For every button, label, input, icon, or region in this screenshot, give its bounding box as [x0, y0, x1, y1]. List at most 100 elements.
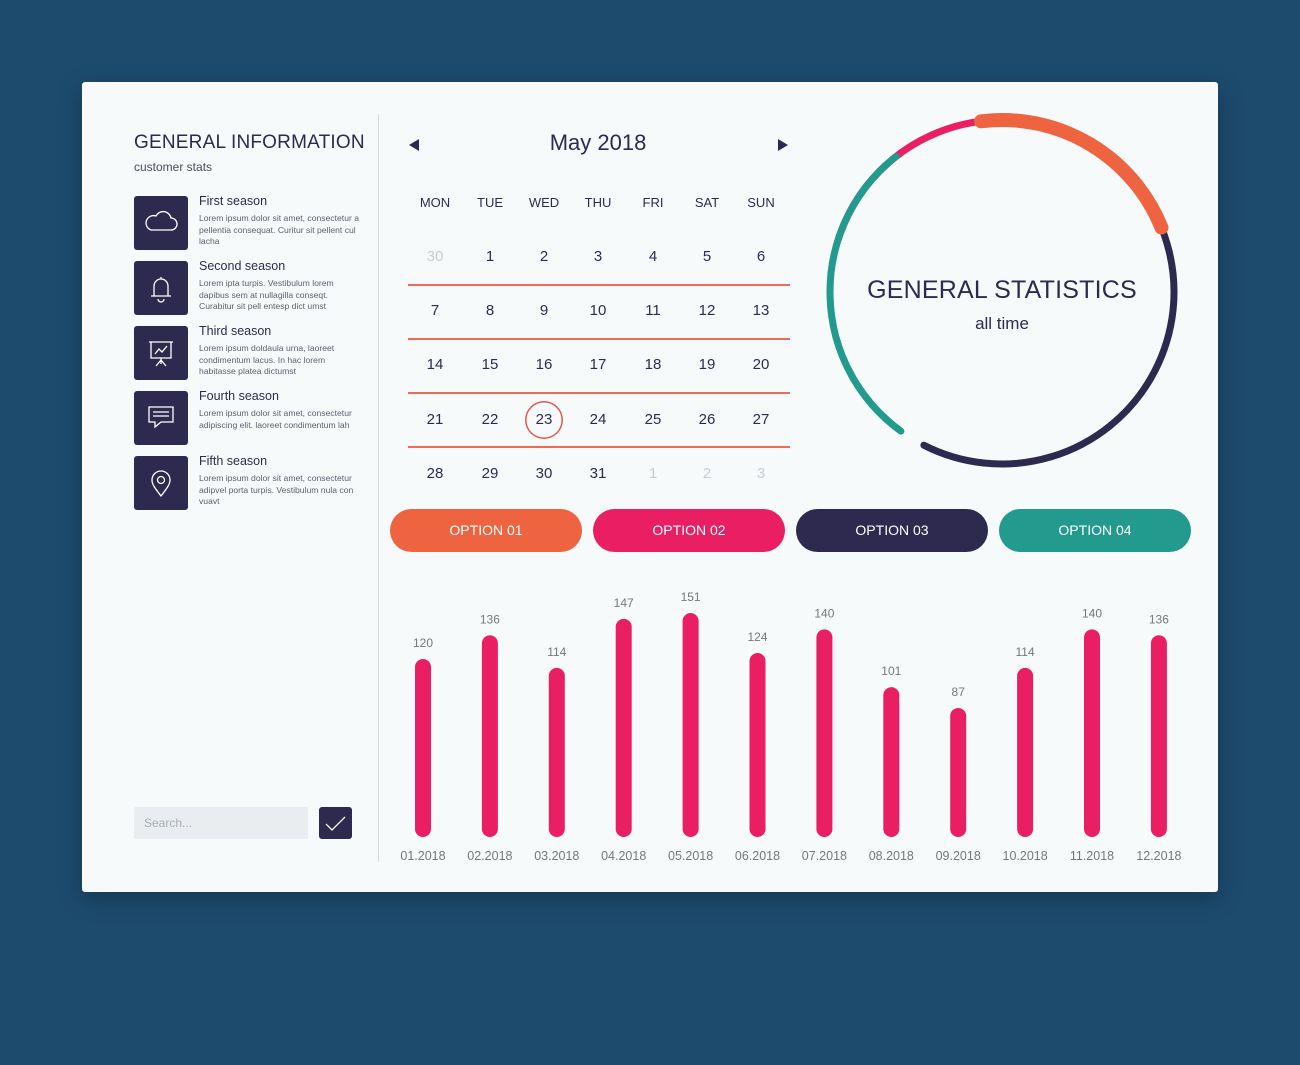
season-title: Fourth season: [199, 389, 279, 403]
calendar-day-outside-month[interactable]: 1: [648, 465, 658, 482]
calendar-day[interactable]: 14: [426, 356, 444, 373]
calendar-day[interactable]: 12: [698, 302, 716, 319]
location-pin-icon: [134, 456, 188, 510]
bar-02.2018: [481, 635, 498, 837]
x-tick-label: 12.2018: [1136, 849, 1181, 863]
bell-icon: [134, 261, 188, 315]
calendar-day[interactable]: 26: [698, 411, 716, 428]
x-tick-label: 07.2018: [802, 849, 847, 863]
season-item-first[interactable]: First season Lorem ipsum dolor sit amet,…: [134, 194, 374, 252]
calendar-day[interactable]: 10: [589, 302, 607, 319]
option-02-button[interactable]: OPTION 02: [593, 509, 785, 552]
season-title: Fifth season: [199, 454, 268, 468]
x-tick-label: 05.2018: [668, 849, 713, 863]
calendar-day[interactable]: 19: [698, 356, 716, 373]
calendar-day[interactable]: 15: [481, 356, 499, 373]
calendar-day[interactable]: 2: [539, 248, 549, 265]
season-item-fifth[interactable]: Fifth season Lorem ipsum dolor sit amet,…: [134, 454, 374, 512]
calendar-day[interactable]: 11: [645, 302, 661, 319]
weekday-sat: SAT: [694, 195, 720, 210]
bar-value-label: 114: [547, 645, 566, 659]
weekday-fri: FRI: [642, 195, 664, 210]
calendar-day[interactable]: 24: [589, 411, 607, 428]
x-tick-label: 10.2018: [1003, 849, 1048, 863]
season-title: Third season: [199, 324, 272, 338]
x-tick-label: 06.2018: [735, 849, 780, 863]
bar-08.2018: [883, 687, 900, 837]
next-month-button[interactable]: [778, 139, 788, 151]
calendar-day[interactable]: 13: [752, 302, 770, 319]
season-item-fourth[interactable]: Fourth season Lorem ipsum dolor sit amet…: [134, 389, 374, 447]
calendar-day[interactable]: 4: [648, 248, 658, 265]
prev-month-button[interactable]: [409, 139, 419, 151]
calendar-day[interactable]: 28: [426, 465, 444, 482]
calendar-day[interactable]: 18: [644, 356, 662, 373]
calendar-row-divider: [408, 392, 790, 394]
chat-icon: [134, 391, 188, 445]
calendar-day[interactable]: 1: [485, 248, 495, 265]
calendar-day[interactable]: 21: [426, 411, 444, 428]
general-information-subtitle: customer stats: [134, 160, 213, 174]
search-input[interactable]: [134, 807, 308, 839]
calendar-day[interactable]: 9: [539, 302, 549, 319]
calendar-day-outside-month[interactable]: 3: [756, 465, 766, 482]
calendar-day[interactable]: 27: [752, 411, 770, 428]
weekday-thu: THU: [584, 195, 612, 210]
calendar-day[interactable]: 17: [589, 356, 607, 373]
weekday-sun: SUN: [747, 195, 775, 210]
ring-segment-teal: [826, 152, 905, 435]
calendar-day[interactable]: 8: [485, 302, 495, 319]
weekday-mon: MON: [419, 195, 451, 210]
calendar-day[interactable]: 3: [593, 248, 603, 265]
season-title: First season: [199, 194, 268, 208]
bar-value-label: 87: [952, 685, 966, 699]
bar-value-label: 136: [480, 612, 500, 626]
calendar-row-divider: [408, 446, 790, 448]
calendar-row-divider: [408, 284, 790, 286]
general-information-title: GENERAL INFORMATION: [134, 132, 365, 153]
x-tick-label: 11.2018: [1070, 849, 1114, 863]
bar-09.2018: [950, 707, 967, 837]
cloud-icon: [134, 196, 188, 250]
season-item-third[interactable]: Third season Lorem ipsum doldaula urna, …: [134, 324, 374, 382]
checkmark-icon: [325, 816, 346, 831]
general-statistics-ring: [826, 113, 1178, 468]
general-information-section: GENERAL INFORMATION customer stats: [134, 132, 374, 174]
season-description: Lorem ipsum dolor sit amet, consectetur …: [199, 473, 354, 506]
option-01-button[interactable]: OPTION 01: [390, 509, 582, 552]
calendar-day[interactable]: 29: [481, 465, 499, 482]
bar-value-label: 140: [1082, 606, 1102, 620]
calendar-day[interactable]: 16: [535, 356, 553, 373]
bar-value-label: 124: [747, 630, 767, 644]
bar-05.2018: [682, 613, 699, 837]
weekday-wed: WED: [528, 195, 560, 210]
calendar-day-outside-month[interactable]: 30: [426, 248, 444, 265]
calendar-day-outside-month[interactable]: 2: [702, 465, 712, 482]
season-title: Second season: [199, 259, 286, 273]
calendar-day[interactable]: 25: [644, 411, 662, 428]
calendar-day[interactable]: 31: [589, 465, 607, 482]
calendar-day[interactable]: 5: [702, 248, 712, 265]
calendar-day[interactable]: 7: [430, 302, 440, 319]
calendar-day[interactable]: 6: [756, 248, 766, 265]
calendar-day[interactable]: 20: [752, 356, 770, 373]
x-tick-label: 09.2018: [936, 849, 981, 863]
bar-value-label: 140: [814, 606, 834, 620]
monthly-bar-chart: 120 01.2018 136 02.2018 114 03.2018 147 04.2018…: [400, 590, 1181, 863]
column-divider: [378, 114, 379, 862]
ring-segment-orange: [974, 113, 1169, 235]
calendar-row-divider: [408, 338, 790, 340]
option-03-button[interactable]: OPTION 03: [796, 509, 988, 552]
x-tick-label: 02.2018: [467, 849, 512, 863]
option-04-button[interactable]: OPTION 04: [999, 509, 1191, 552]
search-submit-button[interactable]: [319, 807, 352, 839]
calendar-day[interactable]: 30: [535, 465, 553, 482]
calendar-day[interactable]: 22: [481, 411, 499, 428]
general-statistics-subtitle: all time: [975, 314, 1029, 333]
season-description: Lorem ipsum doldaula urna, laoreet condi…: [199, 343, 335, 376]
bar-value-label: 147: [614, 596, 634, 610]
season-item-second[interactable]: Second season Lorem ipta turpis. Vestibu…: [134, 259, 374, 317]
bar-03.2018: [548, 667, 565, 837]
calendar-day-selected[interactable]: 23: [525, 401, 563, 439]
bar-12.2018: [1150, 635, 1167, 837]
